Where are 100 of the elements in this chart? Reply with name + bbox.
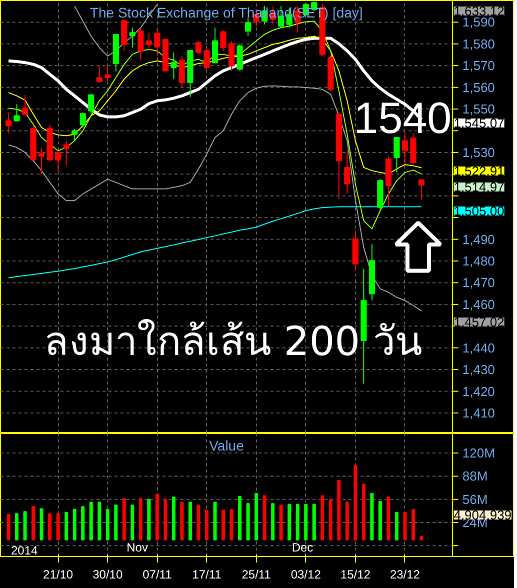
y-tick-label: 1,460 [462, 296, 495, 312]
y-tick-label: 120M [462, 446, 495, 461]
bar [328, 498, 332, 540]
x-tick-label: 25/11 [242, 568, 272, 582]
x-tick-label: 17/11 [192, 568, 222, 582]
y-tick-label: 88M [462, 468, 488, 484]
candlestick [63, 140, 70, 166]
candlestick [212, 27, 218, 64]
bar [271, 503, 275, 540]
text: 1,514.97 [454, 180, 504, 194]
text: 1,505.00 [454, 204, 504, 218]
x-tick-label: 07/11 [142, 568, 172, 582]
bar [296, 504, 300, 540]
candlestick [14, 104, 20, 122]
bar [56, 513, 60, 540]
bar [196, 504, 200, 540]
bar [98, 502, 102, 540]
bar [370, 493, 374, 540]
bar [72, 508, 76, 540]
candlestick [195, 40, 202, 54]
x-tick-label: 23/12 [390, 568, 420, 582]
y-tick-label: 1,410 [462, 405, 495, 420]
candlestick [104, 65, 111, 82]
candlestick [138, 27, 144, 60]
candlestick [5, 112, 12, 134]
bar [304, 504, 308, 540]
annotation: ลงมาใกล้เส้น 200 วัน [44, 318, 422, 366]
y-tick-label: 1,560 [462, 80, 495, 95]
candlestick [402, 132, 408, 165]
bar [279, 504, 283, 540]
annotation: Nov [126, 540, 148, 554]
annotation: 2014 [10, 544, 38, 558]
y-tick-label: 1,480 [462, 254, 495, 269]
bar [122, 498, 126, 540]
bar [386, 496, 390, 540]
bar [81, 506, 85, 540]
bar [337, 480, 341, 540]
y-tick-label: 1,530 [462, 144, 495, 160]
bar [106, 508, 110, 540]
bar [222, 510, 226, 540]
bar [15, 513, 19, 540]
bar [378, 501, 382, 540]
bar [262, 495, 266, 540]
text: 1,522.91 [454, 164, 504, 178]
bar [238, 496, 242, 540]
candlestick [129, 27, 136, 48]
bar [164, 498, 168, 540]
bar [147, 498, 151, 540]
y-tick-label: 1,490 [462, 232, 495, 247]
candlestick [38, 146, 45, 174]
x-tick-label: 15/12 [340, 568, 371, 582]
bar [394, 512, 398, 540]
y-tick-label: 56M [462, 492, 488, 507]
bar [114, 504, 118, 540]
bar [89, 502, 93, 540]
annotation: Dec [292, 540, 314, 554]
candlestick [88, 94, 94, 116]
y-tick-label: 1,580 [462, 36, 495, 52]
annotation: 1540 [354, 94, 452, 143]
bar [6, 514, 10, 540]
y-tick-label: 1,430 [462, 362, 495, 378]
bar [205, 510, 208, 540]
candlestick [72, 128, 78, 142]
bar [180, 502, 184, 540]
y-tick-label: 1,440 [462, 340, 495, 356]
bar [48, 513, 52, 540]
candlestick [170, 52, 177, 80]
candlestick [22, 94, 28, 116]
y-tick-label: 1,470 [462, 275, 495, 290]
x-tick-label: 03/12 [290, 568, 322, 582]
candlestick [146, 32, 152, 52]
candlestick [80, 112, 86, 128]
bar [130, 504, 134, 540]
chart-title: Value [209, 438, 244, 454]
y-tick-label: 1,420 [462, 384, 495, 399]
candlestick [220, 30, 226, 52]
candlestick [394, 136, 400, 173]
bar [23, 511, 27, 540]
candlestick [418, 178, 425, 200]
bar [354, 464, 358, 540]
bar [64, 512, 68, 540]
bar [420, 536, 424, 540]
x-tick-label: 21/10 [43, 568, 74, 582]
bar [40, 508, 44, 540]
candlestick [178, 56, 186, 89]
bar [188, 502, 192, 540]
bar [312, 504, 316, 540]
text: 1,633.12 [454, 4, 504, 18]
candlestick [236, 44, 243, 72]
candlestick [96, 65, 102, 84]
bar [411, 508, 415, 540]
candlestick [344, 150, 350, 194]
bar [254, 493, 258, 540]
bar [138, 498, 142, 540]
text: 1,457.02 [454, 314, 504, 330]
bar [246, 503, 250, 540]
bar [320, 495, 324, 540]
bar [345, 502, 349, 540]
bar [172, 496, 176, 540]
bar [403, 512, 407, 540]
